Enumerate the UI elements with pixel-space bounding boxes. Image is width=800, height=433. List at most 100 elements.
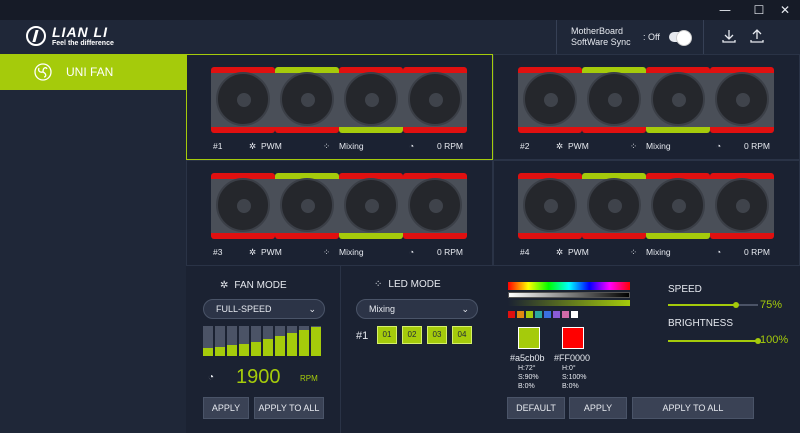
color-preset-swatch[interactable] xyxy=(553,311,560,318)
speed-value: 75% xyxy=(760,299,783,311)
color-preset-swatch[interactable] xyxy=(526,311,533,318)
color-presets xyxy=(508,311,578,318)
fan-curve-bar[interactable] xyxy=(287,326,297,356)
fan-strip xyxy=(211,67,467,133)
chevron-down-icon: ⌄ xyxy=(308,304,316,314)
group-id: #2 xyxy=(520,141,530,151)
fan-rpm-value: 1900 xyxy=(236,366,281,388)
gauge-icon: ◔ xyxy=(208,372,215,383)
color-preset-swatch[interactable] xyxy=(571,311,578,318)
color-2-swatch[interactable] xyxy=(562,327,584,349)
group-rpm: 0 RPM xyxy=(744,141,770,151)
gauge-icon: ◔ xyxy=(716,247,722,257)
color-apply-button[interactable]: APPLY xyxy=(569,397,627,419)
fan-apply-all-button[interactable]: APPLY TO ALL xyxy=(254,397,324,419)
mixing-icon: ⁘ xyxy=(323,247,331,257)
group-led: Mixing xyxy=(339,247,364,257)
gauge-icon: ◔ xyxy=(716,141,722,151)
fan-apply-button[interactable]: APPLY xyxy=(203,397,249,419)
group-led: Mixing xyxy=(646,141,671,151)
led-channel-01[interactable]: 01 xyxy=(377,326,397,344)
saturation-gradient[interactable] xyxy=(508,300,630,306)
default-button[interactable]: DEFAULT xyxy=(507,397,565,419)
group-mode: PWM xyxy=(568,141,589,151)
slider-knob[interactable] xyxy=(733,302,739,308)
group-rpm: 0 RPM xyxy=(437,247,463,257)
sync-label: MotherBoard SoftWare Sync xyxy=(571,26,631,47)
group-id: #3 xyxy=(213,247,223,257)
fan-curve-bar[interactable] xyxy=(215,326,225,356)
group-id: #4 xyxy=(520,247,530,257)
group-led: Mixing xyxy=(339,141,364,151)
brightness-value: 100% xyxy=(760,334,789,346)
download-icon[interactable] xyxy=(721,28,737,44)
group-rpm: 0 RPM xyxy=(437,141,463,151)
color-preset-swatch[interactable] xyxy=(517,311,524,318)
slider-knob[interactable] xyxy=(755,338,761,344)
main-area: #1 ✲ PWM ⁘ Mixing ◔ 0 RPM #2 ✲ PWM ⁘ Mix… xyxy=(186,54,800,433)
fan-rpm-unit: RPM xyxy=(300,374,318,383)
brand-tagline: Feel the difference xyxy=(52,40,114,47)
led-channel-03[interactable]: 03 xyxy=(427,326,447,344)
fan-strip xyxy=(211,173,467,239)
brightness-gradient[interactable] xyxy=(508,292,630,298)
sidebar-item-uni-fan[interactable]: UNI FAN xyxy=(0,54,186,90)
fan-curve-bar[interactable] xyxy=(227,326,237,356)
fan-strip xyxy=(518,173,774,239)
brand-name: LIAN LI xyxy=(52,24,108,40)
fan-strip xyxy=(518,67,774,133)
fan-group-3[interactable]: #3 ✲ PWM ⁘ Mixing ◔ 0 RPM xyxy=(186,160,493,266)
color-preset-swatch[interactable] xyxy=(535,311,542,318)
fan-mode-value: FULL-SPEED xyxy=(216,304,272,314)
fan-curve-bar[interactable] xyxy=(263,326,273,356)
control-panel: ✲ FAN MODE FULL-SPEED ⌄ ◔ 1900 RPM APPLY… xyxy=(186,266,800,433)
color-preset-swatch[interactable] xyxy=(508,311,515,318)
sidebar: UNI FAN xyxy=(0,54,186,433)
fan-curve-bar[interactable] xyxy=(299,326,309,356)
hue-spectrum[interactable] xyxy=(508,282,630,290)
brightness-label: BRIGHTNESS xyxy=(668,318,734,329)
speed-label: SPEED xyxy=(668,284,702,295)
gauge-icon: ◔ xyxy=(409,247,415,257)
led-group-id: #1 xyxy=(356,330,369,342)
sidebar-item-label: UNI FAN xyxy=(66,65,114,79)
fan-curve-bar[interactable] xyxy=(239,326,249,356)
header xyxy=(0,20,800,54)
fan-group-4[interactable]: #4 ✲ PWM ⁘ Mixing ◔ 0 RPM xyxy=(493,160,800,266)
pwm-fan-icon: ✲ xyxy=(556,247,564,257)
color-1-hsb: H:72° S:90% B:0% xyxy=(518,365,539,390)
fan-mode-icon: ✲ xyxy=(220,280,229,291)
color-preset-swatch[interactable] xyxy=(562,311,569,318)
mixing-icon: ⁘ xyxy=(630,247,638,257)
fan-curve-bar[interactable] xyxy=(251,326,261,356)
chevron-down-icon: ⌄ xyxy=(461,304,469,314)
sync-toggle[interactable] xyxy=(669,30,692,46)
color-2-hex: #FF0000 xyxy=(554,353,591,363)
close-button[interactable]: ✕ xyxy=(779,3,791,17)
color-1-swatch[interactable] xyxy=(518,327,540,349)
upload-icon[interactable] xyxy=(749,28,765,44)
group-led: Mixing xyxy=(646,247,671,257)
group-id: #1 xyxy=(213,141,223,151)
maximize-button[interactable]: ☐ xyxy=(753,3,765,17)
motherboard-sync: MotherBoard SoftWare Sync : Off xyxy=(556,20,704,54)
led-channel-02[interactable]: 02 xyxy=(402,326,422,344)
led-mode-title: ⁘ LED MODE xyxy=(374,279,441,290)
color-apply-all-button[interactable]: APPLY TO ALL xyxy=(632,397,754,419)
led-mode-select[interactable]: Mixing ⌄ xyxy=(356,299,478,319)
fan-group-1[interactable]: #1 ✲ PWM ⁘ Mixing ◔ 0 RPM xyxy=(186,54,493,160)
gauge-icon: ◔ xyxy=(409,141,415,151)
fan-curve-bar[interactable] xyxy=(275,326,285,356)
color-preset-swatch[interactable] xyxy=(544,311,551,318)
slider-fill xyxy=(668,340,758,342)
group-mode: PWM xyxy=(261,247,282,257)
mixing-icon: ⁘ xyxy=(630,141,638,151)
logo: LIAN LI Feel the difference xyxy=(26,25,114,47)
fan-mode-select[interactable]: FULL-SPEED ⌄ xyxy=(203,299,325,319)
fan-curve-bar[interactable] xyxy=(203,326,213,356)
led-channel-04[interactable]: 04 xyxy=(452,326,472,344)
fan-curve-bar[interactable] xyxy=(311,326,321,356)
minimize-button[interactable]: — xyxy=(719,3,731,17)
fan-group-2[interactable]: #2 ✲ PWM ⁘ Mixing ◔ 0 RPM xyxy=(493,54,800,160)
fan-curve-bars[interactable] xyxy=(203,326,325,356)
